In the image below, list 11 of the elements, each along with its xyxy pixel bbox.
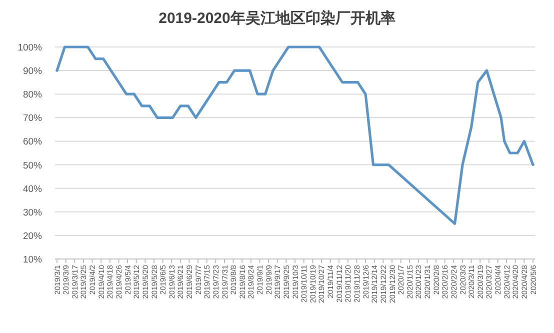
- y-tick-label: 100%: [18, 42, 43, 54]
- y-tick-label: 20%: [22, 230, 43, 242]
- y-tick-label: 60%: [22, 136, 43, 148]
- y-tick-label: 50%: [22, 160, 43, 172]
- y-tick-label: 80%: [22, 90, 43, 101]
- y-tick-label: 40%: [22, 184, 43, 195]
- y-tick-label: 90%: [22, 66, 43, 78]
- y-tick-label: 70%: [22, 113, 43, 124]
- chart-title: 2019-2020年吴江地区印染厂开机率: [158, 9, 396, 27]
- y-tick-label: 30%: [22, 207, 43, 218]
- y-tick-label: 10%: [22, 254, 43, 266]
